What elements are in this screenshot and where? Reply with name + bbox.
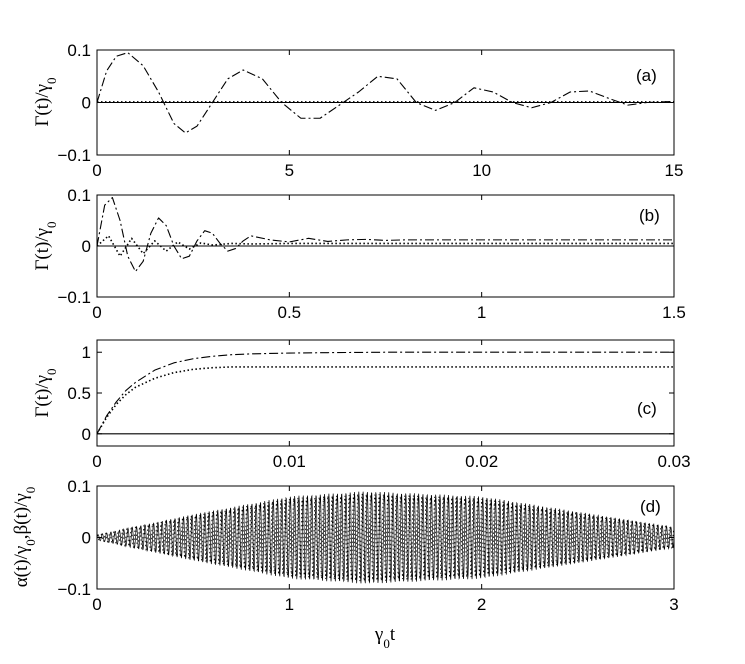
y-tick-label: −0.1 — [57, 288, 91, 307]
panel-a-series-dash-dot — [97, 52, 674, 134]
panel-a-series — [97, 52, 674, 134]
y-tick-label: 0.1 — [67, 477, 91, 496]
panel-b-series — [97, 197, 674, 273]
panel-a-ylabel: Γ(t)/γ0 — [32, 77, 59, 126]
x-tick-label: 3 — [669, 595, 678, 614]
panel-c-label: (c) — [637, 399, 657, 418]
panel-d-ylabel: α(t)/γ0,β(t)/γ0 — [11, 487, 38, 588]
x-tick-label: 0 — [92, 303, 101, 322]
y-tick-label: 0 — [82, 237, 91, 256]
panel-c: 0 0.01 0.02 0.03 0 0.5 1 (c) Γ(t)/γ0 — [32, 339, 691, 471]
panel-c-series — [97, 351, 674, 435]
x-tick-label: 15 — [665, 161, 684, 180]
y-tick-label: 1 — [82, 343, 91, 362]
panel-c-ylabel: Γ(t)/γ0 — [32, 368, 59, 417]
x-tick-label: 0.02 — [465, 452, 498, 471]
y-tick-label: −0.1 — [57, 580, 91, 599]
panel-d-ticks: 0 1 2 3−0.100.1 — [57, 477, 678, 614]
panel-d-label: (d) — [640, 497, 661, 516]
panel-c-frame — [96, 339, 675, 447]
x-tick-label: 5 — [285, 161, 294, 180]
panel-c-series-dash-dot — [97, 351, 674, 435]
panel-b: 0 0.5 1 1.5−0.100.1 (b) Γ(t)/γ0 — [32, 186, 686, 322]
x-tick-label: 0.01 — [273, 452, 306, 471]
x-tick-label: 10 — [472, 161, 491, 180]
panel-c-series-dotted — [97, 366, 674, 435]
y-tick-label: 0 — [82, 425, 91, 444]
x-tick-label: 0 — [92, 161, 101, 180]
x-tick-label: 0.5 — [278, 303, 302, 322]
panel-b-series-dash-dot — [97, 197, 674, 273]
panel-d: 0 1 2 3−0.100.1 (d) α(t)/γ0,β(t)/γ0 γ0t — [11, 477, 679, 651]
panel-c-ticks: 0 0.01 0.02 0.03 0 0.5 1 — [67, 340, 691, 471]
y-tick-label: 0.1 — [67, 186, 91, 205]
panel-a-ticks: 0 5 10 15−0.100.1 — [57, 41, 683, 180]
x-tick-label: 0 — [92, 595, 101, 614]
panel-b-series-dotted — [97, 235, 674, 257]
panel-b-ylabel: Γ(t)/γ0 — [32, 221, 59, 270]
panel-b-label: (b) — [639, 206, 660, 225]
x-tick-label: 1 — [285, 595, 294, 614]
x-tick-label: 0 — [92, 452, 101, 471]
panel-d-series — [97, 491, 674, 584]
panel-a-label: (a) — [636, 66, 657, 85]
y-tick-label: 0 — [82, 94, 91, 113]
x-tick-label: 2 — [477, 595, 486, 614]
y-tick-label: 0.1 — [67, 41, 91, 60]
panel-d-series-dotted — [97, 493, 674, 582]
panel-d-series-solid — [97, 491, 674, 584]
panel-a: 0 5 10 15−0.100.1 (a) Γ(t)/γ0 — [32, 41, 683, 180]
y-tick-label: −0.1 — [57, 146, 91, 165]
y-tick-label: 0 — [82, 529, 91, 548]
panel-b-ticks: 0 0.5 1 1.5−0.100.1 — [57, 186, 685, 322]
panel-d-xlabel: γ0t — [374, 624, 396, 651]
y-tick-label: 0.5 — [67, 384, 91, 403]
x-tick-label: 0.03 — [657, 452, 690, 471]
x-tick-label: 1 — [477, 303, 486, 322]
x-tick-label: 1.5 — [662, 303, 686, 322]
